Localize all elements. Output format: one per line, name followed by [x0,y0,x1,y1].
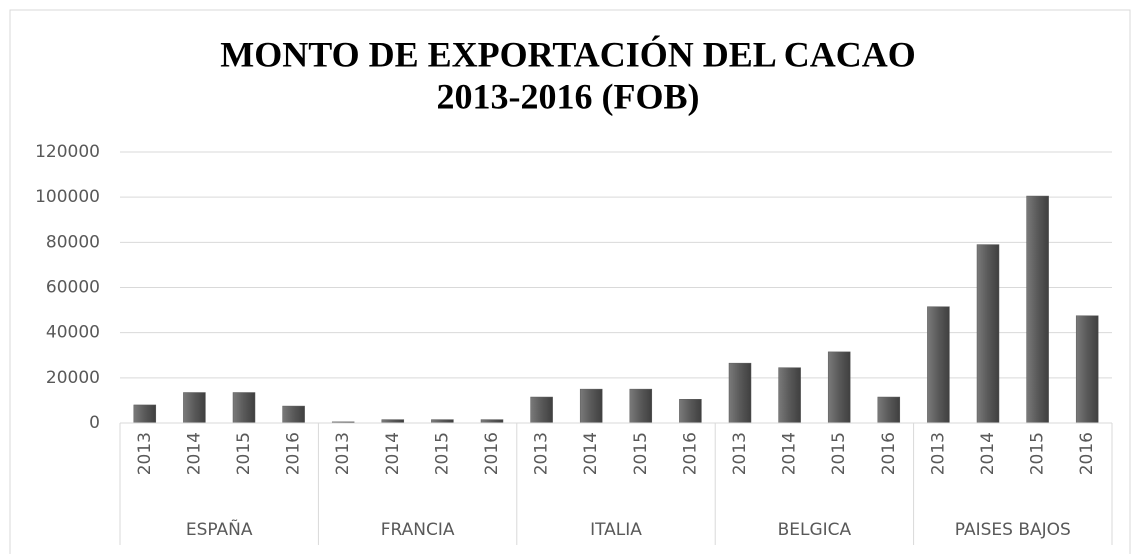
x-tick-label: 2015 [432,432,452,475]
x-tick-label: 2015 [631,432,651,475]
chart-frame [9,9,1131,554]
chart-title: MONTO DE EXPORTACIÓN DEL CACAO [220,34,915,74]
bar [629,388,653,424]
x-tick-label: 2016 [284,432,304,475]
x-tick-label: 2014 [780,432,800,475]
bar [133,404,157,424]
y-tick-label: 40000 [46,323,100,343]
group-label: BELGICA [778,520,852,540]
bar [679,399,702,424]
bar [827,351,851,424]
bar [381,419,405,424]
x-tick-label: 2013 [333,432,353,475]
bar [1075,315,1099,424]
x-tick-label: 2013 [730,432,750,475]
chart-title: 2013-2016 (FOB) [437,76,700,116]
y-tick-label: 120000 [35,142,100,162]
y-tick-label: 100000 [35,187,100,207]
bar [282,405,305,424]
x-tick-label: 2016 [680,432,700,475]
x-tick-label: 2014 [383,432,403,475]
bar [431,419,454,424]
group-label: ITALIA [590,520,642,540]
bar [778,367,801,424]
bar [480,419,504,424]
x-tick-label: 2015 [829,432,849,475]
x-tick-label: 2015 [1028,432,1048,475]
bar [728,362,752,424]
x-tick-label: 2014 [978,432,998,475]
bar [927,306,950,424]
x-tick-label: 2015 [234,432,254,475]
y-tick-label: 20000 [46,368,100,388]
x-tick-label: 2014 [581,432,601,475]
bar [976,244,1000,424]
y-tick-label: 80000 [46,232,100,252]
x-tick-label: 2016 [1077,432,1097,475]
group-label: ESPAÑA [186,518,253,540]
x-tick-label: 2014 [184,432,204,475]
y-tick-label: 60000 [46,278,100,298]
bar [877,396,901,424]
x-tick-label: 2013 [928,432,948,475]
bar [1026,195,1049,424]
bar [579,388,603,424]
group-label: FRANCIA [381,520,455,540]
y-tick-label: 0 [89,413,100,433]
x-tick-label: 2016 [879,432,899,475]
bar [232,392,256,424]
x-tick-label: 2013 [135,432,155,475]
group-label: PAISES BAJOS [955,520,1071,540]
bar [530,396,553,424]
x-tick-label: 2013 [532,432,552,475]
bar [183,392,206,424]
x-tick-label: 2016 [482,432,502,475]
